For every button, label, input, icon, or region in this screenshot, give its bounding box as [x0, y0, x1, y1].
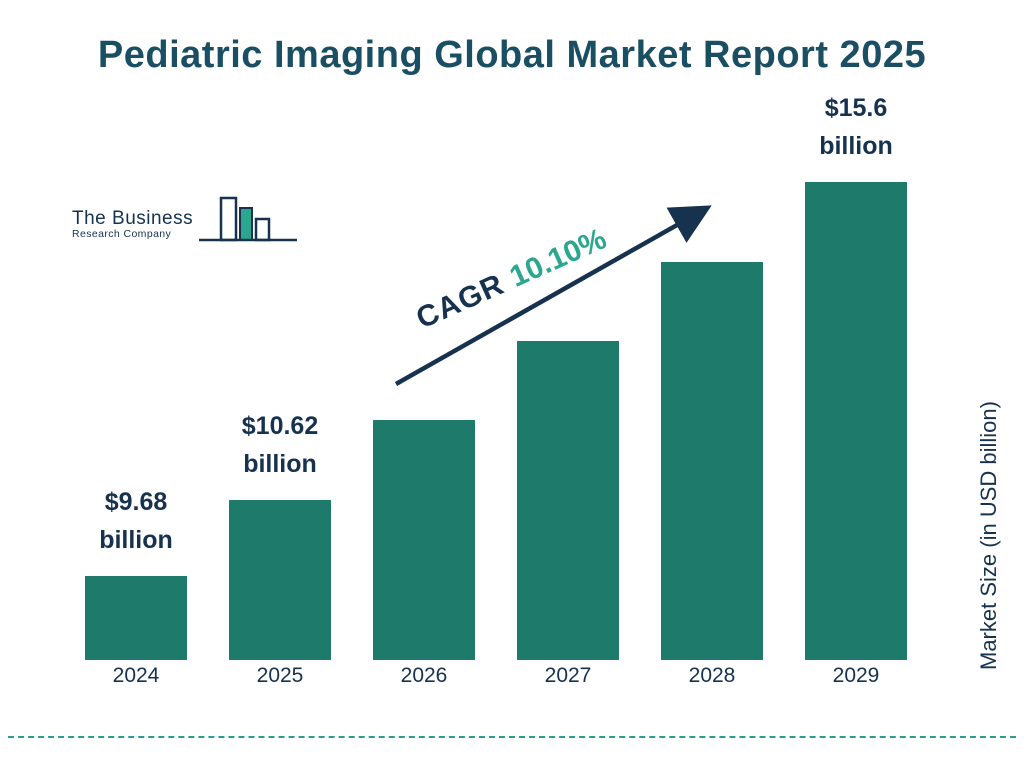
bar-group-2027: [517, 341, 619, 660]
bar-group-2029: $15.6 billion: [805, 89, 907, 660]
bar-value-label-2024: $9.68 billion: [99, 487, 173, 555]
x-axis-label-2026: 2026: [400, 664, 448, 687]
bar-group-2026: [373, 420, 475, 660]
bar-2029: [805, 182, 907, 660]
growth-arrow-icon: [394, 205, 712, 386]
bottom-dashed-divider: [8, 736, 1016, 738]
bar-value-label-2025: $10.62 billion: [241, 411, 319, 479]
bars-container: $9.68 billion $10.62 billion $15.6 billion: [85, 94, 907, 660]
bar-value-label-2029: $15.6 billion: [819, 93, 893, 161]
bar-chart: $9.68 billion $10.62 billion $15.6 billion: [85, 94, 907, 660]
bar-group-2028: [661, 262, 763, 660]
y-axis-title: Market Size (in USD billion): [976, 401, 1001, 670]
x-axis-label-2028: 2028: [688, 664, 736, 687]
bar-group-2024: $9.68 billion: [85, 483, 187, 660]
bar-2026: [373, 420, 475, 660]
x-axis-labels: 2024 2025 2026 2027 2028 2029: [85, 664, 907, 688]
logo-name-line1: The Business: [72, 208, 194, 230]
bar-group-2025: $10.62 billion: [229, 407, 331, 660]
company-logo: The Business Research Company: [72, 192, 299, 248]
bar-2024: [85, 576, 187, 660]
x-axis-label-2025: 2025: [256, 664, 304, 687]
logo-bars-icon: [199, 196, 298, 242]
bar-2025: [229, 500, 331, 660]
bar-2027: [517, 341, 619, 660]
x-axis-label-2029: 2029: [832, 664, 880, 687]
logo-name-line2: Research Company: [72, 227, 172, 240]
page-title: Pediatric Imaging Global Market Report 2…: [97, 34, 927, 76]
x-axis-label-2027: 2027: [544, 664, 592, 687]
logo-text: The Business Research Company: [72, 209, 193, 248]
bar-2028: [661, 262, 763, 660]
x-axis-label-2024: 2024: [112, 664, 160, 687]
